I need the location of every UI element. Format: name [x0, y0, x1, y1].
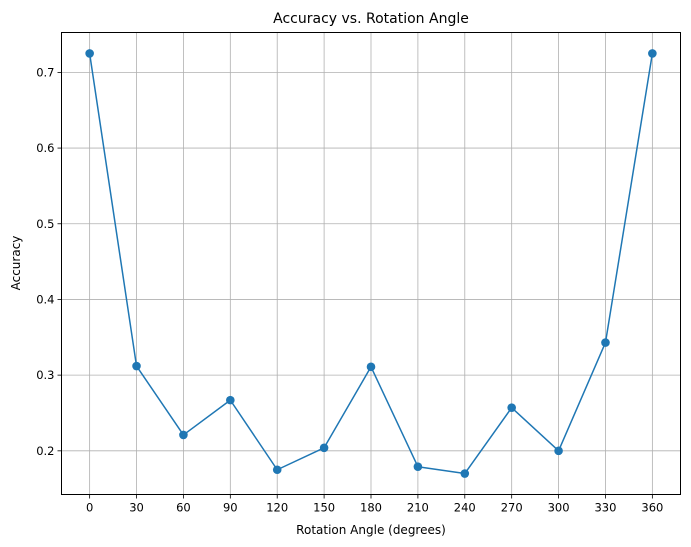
data-point — [366, 362, 376, 372]
x-tick-label: 210 — [407, 501, 429, 515]
y-tick-label: 0.3 — [36, 368, 54, 382]
data-point — [554, 446, 563, 456]
x-tick-label: 30 — [129, 501, 144, 515]
y-axis-label: Accuracy — [9, 236, 23, 291]
y-tick-label: 0.5 — [36, 217, 54, 231]
x-axis-label: Rotation Angle (degrees) — [296, 523, 446, 537]
series-layer — [85, 49, 657, 478]
x-tick-label: 180 — [360, 501, 382, 515]
data-point — [460, 469, 470, 478]
x-tick-label: 330 — [594, 501, 616, 515]
y-tick-label: 0.4 — [36, 292, 54, 306]
x-tick-label: 0 — [86, 501, 93, 515]
data-point — [85, 49, 94, 58]
x-tick-label: 90 — [223, 501, 238, 515]
grid-lines — [61, 32, 681, 495]
x-tick-label: 120 — [266, 501, 288, 515]
chart-title: Accuracy vs. Rotation Angle — [273, 11, 469, 27]
data-point — [413, 462, 423, 472]
data-point — [272, 465, 282, 475]
data-point — [132, 361, 141, 371]
data-point — [179, 430, 188, 440]
x-tick-label: 240 — [454, 501, 476, 515]
data-point — [319, 443, 329, 453]
y-tick-label: 0.7 — [36, 65, 54, 79]
x-axis-ticks: 0 30 60 90 120 150 180 210 240 270 300 330 360 — [86, 494, 663, 515]
x-tick-label: 150 — [313, 501, 335, 515]
y-tick-label: 0.2 — [36, 444, 54, 458]
x-tick-label: 60 — [176, 501, 191, 515]
x-tick-label: 270 — [501, 501, 523, 515]
data-point — [648, 49, 657, 58]
x-tick-label: 360 — [641, 501, 663, 515]
data-point — [601, 338, 610, 347]
y-axis-ticks: 0.2 0.3 0.4 0.5 0.6 0.7 — [36, 65, 62, 458]
data-point — [507, 403, 516, 412]
y-tick-label: 0.6 — [36, 141, 54, 155]
x-tick-label: 300 — [548, 501, 570, 515]
data-point — [226, 395, 235, 405]
